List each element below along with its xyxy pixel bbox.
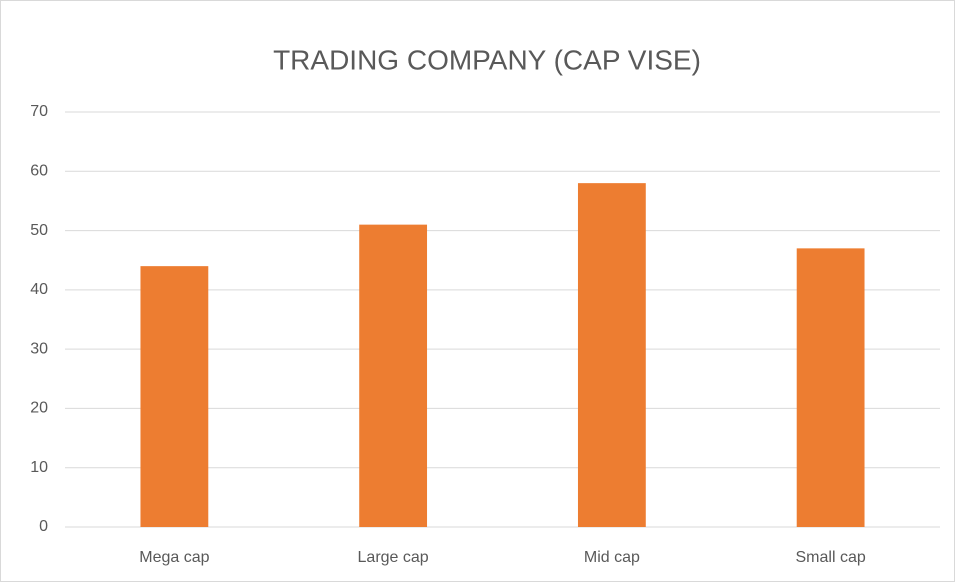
x-tick-label: Mega cap: [139, 549, 209, 566]
bar: [796, 248, 865, 527]
x-tick-label: Small cap: [796, 549, 866, 566]
y-tick-label: 10: [30, 459, 48, 476]
y-tick-label: 40: [30, 281, 48, 298]
bar: [577, 183, 646, 527]
chart-title: TRADING COMPANY (CAP VISE): [273, 44, 701, 75]
y-tick-label: 0: [39, 518, 48, 535]
bar: [140, 266, 209, 527]
x-tick-label: Mid cap: [584, 549, 640, 566]
y-tick-label: 30: [30, 340, 48, 357]
y-tick-label: 70: [30, 103, 48, 120]
x-tick-label: Large cap: [358, 549, 429, 566]
y-tick-label: 20: [30, 400, 48, 417]
y-tick-label: 60: [30, 163, 48, 180]
bar: [359, 224, 428, 527]
y-tick-label: 50: [30, 222, 48, 239]
